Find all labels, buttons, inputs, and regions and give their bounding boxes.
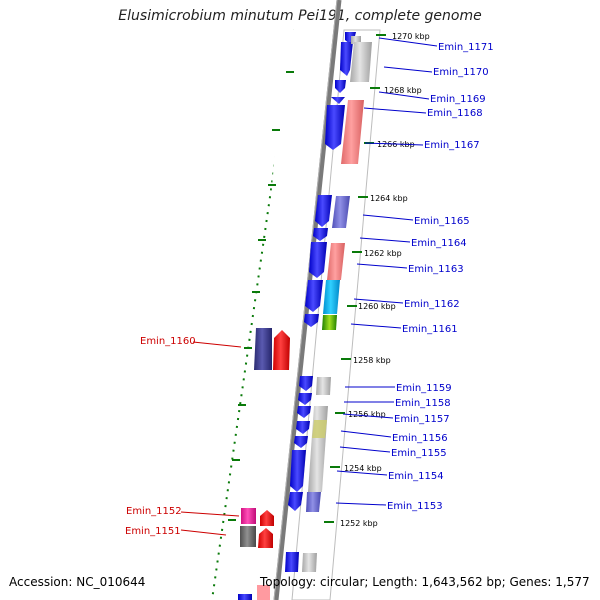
gene-label-emin-1157[interactable]: Emin_1157 — [394, 414, 450, 425]
gene-label-emin-1154[interactable]: Emin_1154 — [388, 471, 444, 482]
reverse-cds-features — [240, 328, 290, 548]
gene-label-emin-1164[interactable]: Emin_1164 — [411, 238, 467, 249]
right-leader-lines — [335, 37, 438, 506]
kbp-label: 1254 kbp — [344, 464, 382, 473]
box-gray — [350, 42, 372, 82]
cds-emin-1152[interactable] — [260, 510, 274, 526]
gene-label-emin-1169[interactable]: Emin_1169 — [430, 94, 486, 105]
kbp-label: 1264 kbp — [370, 194, 408, 203]
gene-label-emin-1158[interactable]: Emin_1158 — [395, 398, 451, 409]
cds-emin-1162[interactable] — [305, 280, 323, 312]
cds-emin-1151[interactable] — [258, 528, 273, 548]
box-gray — [351, 36, 361, 44]
kbp-label: 1252 kbp — [340, 519, 378, 528]
box-purple — [332, 196, 350, 228]
box-purple — [306, 492, 321, 512]
kbp-label: 1270 kbp — [392, 32, 430, 41]
cds-emin-1155[interactable] — [294, 436, 308, 448]
cds-emin-1167[interactable] — [325, 105, 345, 150]
box-olive — [312, 420, 327, 438]
annotation-boxes — [257, 36, 372, 600]
gene-label-emin-1155[interactable]: Emin_1155 — [391, 448, 447, 459]
kbp-label: 1260 kbp — [358, 302, 396, 311]
left-leader-lines — [180, 341, 242, 536]
box-gray — [316, 377, 331, 395]
gene-label-emin-1171[interactable]: Emin_1171 — [438, 42, 494, 53]
accession-text: Accession: NC_010644 — [9, 575, 146, 589]
box-pink-bottom — [257, 585, 270, 600]
cds-emin-1170[interactable] — [340, 42, 353, 76]
cds-emin-1171[interactable] — [345, 32, 356, 44]
cds-emin-1164[interactable] — [313, 228, 328, 241]
box-gray — [302, 553, 317, 572]
right-gene-labels: Emin_1171 Emin_1170 Emin_1169 Emin_1168 … — [387, 42, 494, 512]
gene-label-emin-1156[interactable]: Emin_1156 — [392, 433, 448, 444]
gene-label-emin-1168[interactable]: Emin_1168 — [427, 108, 483, 119]
box-salmon — [341, 100, 364, 164]
gene-label-emin-1163[interactable]: Emin_1163 — [408, 264, 464, 275]
cds-emin-1159[interactable] — [299, 376, 313, 391]
gene-label-emin-1153[interactable]: Emin_1153 — [387, 501, 443, 512]
cds-emin-1152-box[interactable] — [241, 508, 256, 524]
cds-emin-1156[interactable] — [296, 421, 310, 434]
cds-emin-bottom-2[interactable] — [238, 594, 252, 600]
gene-label-emin-1170[interactable]: Emin_1170 — [433, 67, 489, 78]
cds-emin-1158[interactable] — [298, 393, 312, 405]
forward-cds-features — [238, 32, 356, 600]
cds-emin-1160[interactable] — [273, 330, 290, 370]
outer-track-ticks — [228, 71, 294, 521]
box-green — [322, 315, 337, 330]
gene-label-emin-1161[interactable]: Emin_1161 — [402, 324, 458, 335]
cds-emin-bottom[interactable] — [285, 552, 299, 572]
cds-emin-1165[interactable] — [315, 195, 332, 227]
gene-label-emin-1152[interactable]: Emin_1152 — [126, 506, 182, 517]
box-cyan — [323, 280, 340, 314]
cds-emin-1163[interactable] — [309, 242, 327, 278]
gene-label-emin-1165[interactable]: Emin_1165 — [414, 216, 470, 227]
cds-emin-1154[interactable] — [290, 450, 306, 492]
gene-label-emin-1151[interactable]: Emin_1151 — [125, 526, 181, 537]
cds-emin-1151-box[interactable] — [240, 526, 256, 547]
kbp-label: 1262 kbp — [364, 249, 402, 258]
map-title: Elusimicrobium minutum Pei191, complete … — [118, 8, 482, 24]
gene-label-emin-1162[interactable]: Emin_1162 — [404, 299, 460, 310]
gene-label-emin-1167[interactable]: Emin_1167 — [424, 140, 480, 151]
box-salmon — [327, 243, 345, 280]
genome-summary-text: Topology: circular; Length: 1,643,562 bp… — [260, 575, 590, 589]
cds-emin-1161[interactable] — [304, 314, 319, 327]
left-gene-labels: Emin_1160 Emin_1152 Emin_1151 — [125, 336, 196, 537]
cds-emin-1160-box[interactable] — [254, 328, 272, 370]
cds-emin-1169[interactable] — [335, 80, 346, 93]
kbp-label: 1256 kbp — [348, 410, 386, 419]
kbp-label: 1258 kbp — [353, 356, 391, 365]
genome-backbone-highlight — [273, 0, 338, 600]
cds-marker — [331, 97, 345, 104]
gene-label-emin-1159[interactable]: Emin_1159 — [396, 383, 452, 394]
cds-emin-1153[interactable] — [288, 492, 303, 511]
gene-label-emin-1160[interactable]: Emin_1160 — [140, 336, 196, 347]
kbp-label: 1268 kbp — [384, 86, 422, 95]
cds-emin-1157[interactable] — [297, 406, 311, 418]
